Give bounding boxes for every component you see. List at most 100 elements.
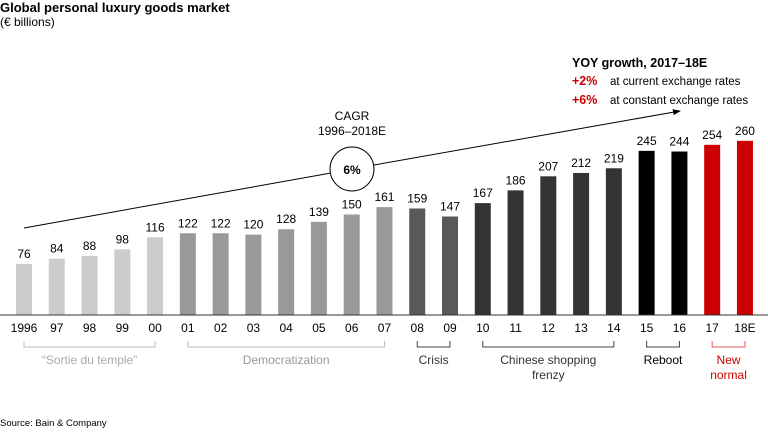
bracket-crisis xyxy=(416,341,451,348)
bar-01 xyxy=(179,233,196,315)
bracket-new_normal xyxy=(711,341,746,348)
bar-00 xyxy=(147,237,164,315)
bar-value-label: 219 xyxy=(604,151,624,165)
bar-07 xyxy=(376,207,393,315)
yoy-growth-box: YOY growth, 2017–18E +2% at current exch… xyxy=(572,56,748,107)
bar-value-label: 212 xyxy=(571,156,591,170)
bar-97 xyxy=(48,258,65,315)
x-tick-label: 1996 xyxy=(11,321,38,335)
x-tick-label: 04 xyxy=(279,321,293,335)
bar-value-label: 245 xyxy=(637,134,657,148)
bar-value-label: 120 xyxy=(243,218,263,232)
x-tick-label: 02 xyxy=(214,321,228,335)
source-note: Source: Bain & Company xyxy=(0,418,107,429)
bar-13 xyxy=(573,172,590,315)
bar-value-label: 88 xyxy=(83,239,97,253)
period-brackets: “Sortie du temple” Democratization Crisis C… xyxy=(23,341,747,382)
x-tick-label: 12 xyxy=(542,321,556,335)
bar-value-label: 254 xyxy=(702,128,722,142)
period-label-reboot: Reboot xyxy=(644,353,683,367)
bar-1996 xyxy=(16,264,32,315)
bar-value-label: 150 xyxy=(342,198,362,212)
bar-06 xyxy=(343,214,360,315)
period-label-crisis: Crisis xyxy=(419,353,449,367)
bar-98 xyxy=(81,256,98,315)
x-tick-label: 05 xyxy=(312,321,326,335)
x-tick-label: 00 xyxy=(148,321,162,335)
cagr-label: CAGR xyxy=(335,109,370,123)
x-tick-label: 99 xyxy=(116,321,130,335)
x-tick-label: 98 xyxy=(83,321,97,335)
x-tick-label: 10 xyxy=(476,321,490,335)
bar-02 xyxy=(212,233,229,315)
x-tick-label: 11 xyxy=(509,321,522,335)
bar-value-label: 139 xyxy=(309,205,329,219)
bar-value-label: 186 xyxy=(506,173,526,187)
yoy-title: YOY growth, 2017–18E xyxy=(572,56,707,70)
x-tick-label: 16 xyxy=(673,321,687,335)
bar-11 xyxy=(507,190,524,315)
yoy-constant-value: +6% xyxy=(572,93,597,107)
bar-10 xyxy=(474,203,491,315)
yoy-current-value: +2% xyxy=(572,74,597,88)
bar-03 xyxy=(245,234,262,315)
bracket-reboot xyxy=(646,341,680,348)
bar-value-label: 260 xyxy=(735,124,755,138)
bar-05 xyxy=(310,221,327,315)
x-tick-label: 15 xyxy=(640,321,654,335)
bar-value-label: 161 xyxy=(374,190,394,204)
yoy-current-text: at current exchange rates xyxy=(610,76,741,88)
yoy-constant-text: at constant exchange rates xyxy=(610,95,748,107)
x-tick-label: 13 xyxy=(574,321,588,335)
period-label-new_normal: normal xyxy=(710,368,747,382)
bar-value-label: 98 xyxy=(116,232,130,246)
bar-09 xyxy=(442,216,459,315)
period-label-chinese: frenzy xyxy=(532,368,565,382)
x-axis-labels: 1996 97 98 99 00 01 02 03 04 05 06 07 08 09 10 11 12 13 14… xyxy=(11,321,756,335)
bar-15 xyxy=(638,150,655,315)
bar-value-label: 84 xyxy=(50,242,64,256)
bar-value-label: 122 xyxy=(178,216,198,230)
x-tick-label: 06 xyxy=(345,321,359,335)
cagr-circle xyxy=(329,146,375,192)
period-label-new_normal: New xyxy=(717,353,741,367)
period-label-chinese: Chinese shopping xyxy=(500,353,596,367)
bar-value-label: 122 xyxy=(211,216,231,230)
x-tick-label: 97 xyxy=(50,321,64,335)
x-tick-label: 14 xyxy=(607,321,621,335)
bar-17 xyxy=(704,144,721,315)
x-tick-label: 07 xyxy=(378,321,392,335)
cagr-arrow-left xyxy=(23,172,332,229)
bracket-sortie xyxy=(23,341,156,348)
bars-group: 76 84 88 98 116 122 122 120 128 139 150 161 159 147 16… xyxy=(16,124,755,315)
x-tick-label: 18E xyxy=(734,321,755,335)
cagr-trend: 6% CAGR 1996–2018E xyxy=(23,109,681,229)
period-label-sortie: “Sortie du temple” xyxy=(42,353,137,367)
bar-08 xyxy=(409,208,426,315)
bar-12 xyxy=(540,176,557,315)
chart-subtitle: (€ billions) xyxy=(0,15,55,29)
bar-04 xyxy=(278,229,295,315)
bar-value-label: 147 xyxy=(440,200,460,214)
bar-value-label: 76 xyxy=(17,247,31,261)
bar-value-label: 207 xyxy=(538,159,558,173)
bracket-chinese xyxy=(482,341,615,348)
bracket-democratization xyxy=(187,341,385,348)
chart-title: Global personal luxury goods market xyxy=(0,0,230,15)
bar-value-label: 116 xyxy=(146,220,165,234)
bar-value-label: 128 xyxy=(276,212,296,226)
bar-14 xyxy=(605,168,622,315)
x-tick-label: 08 xyxy=(411,321,425,335)
bar-16 xyxy=(671,151,688,315)
bar-value-label: 159 xyxy=(407,191,427,205)
cagr-period: 1996–2018E xyxy=(318,124,386,138)
period-label-democratization: Democratization xyxy=(243,353,330,367)
bar-99 xyxy=(114,249,131,315)
x-tick-label: 09 xyxy=(443,321,457,335)
cagr-arrow-right xyxy=(373,109,681,166)
bar-value-label: 167 xyxy=(473,186,493,200)
cagr-value: 6% xyxy=(343,163,361,177)
bar-18E xyxy=(736,140,753,315)
bar-value-label: 244 xyxy=(669,135,689,149)
